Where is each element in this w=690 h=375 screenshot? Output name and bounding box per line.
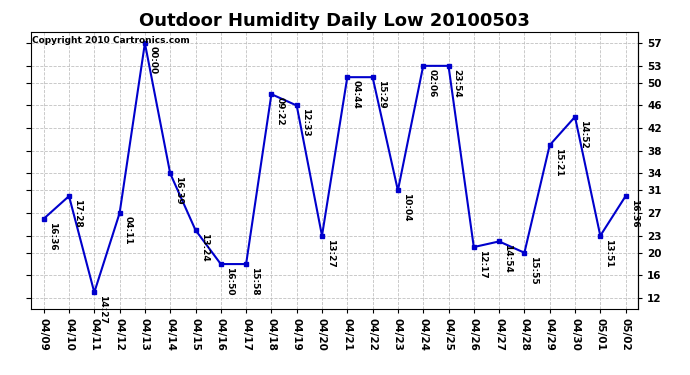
Text: 16:50: 16:50	[225, 267, 234, 296]
Text: 23:54: 23:54	[453, 69, 462, 98]
Title: Outdoor Humidity Daily Low 20100503: Outdoor Humidity Daily Low 20100503	[139, 12, 530, 30]
Text: 04:44: 04:44	[351, 80, 360, 109]
Text: 13:27: 13:27	[326, 238, 335, 267]
Text: 02:06: 02:06	[427, 69, 436, 97]
Text: 15:29: 15:29	[377, 80, 386, 109]
Text: 14:27: 14:27	[99, 295, 108, 324]
Text: 13:51: 13:51	[604, 238, 613, 267]
Text: 15:58: 15:58	[250, 267, 259, 296]
Text: 04:11: 04:11	[124, 216, 132, 244]
Text: 10:04: 10:04	[402, 193, 411, 222]
Text: 14:52: 14:52	[579, 120, 588, 148]
Text: 12:33: 12:33	[301, 108, 310, 137]
Text: 15:55: 15:55	[529, 255, 538, 284]
Text: 16:36: 16:36	[630, 199, 639, 228]
Text: 00:00: 00:00	[149, 46, 158, 74]
Text: 15:21: 15:21	[554, 148, 563, 177]
Text: 13:24: 13:24	[199, 233, 208, 262]
Text: 16:36: 16:36	[48, 222, 57, 250]
Text: 17:28: 17:28	[73, 199, 82, 228]
Text: 09:22: 09:22	[275, 97, 284, 126]
Text: 14:54: 14:54	[503, 244, 512, 273]
Text: 12:17: 12:17	[478, 250, 487, 279]
Text: 16:39: 16:39	[175, 176, 184, 205]
Text: Copyright 2010 Cartronics.com: Copyright 2010 Cartronics.com	[32, 36, 190, 45]
